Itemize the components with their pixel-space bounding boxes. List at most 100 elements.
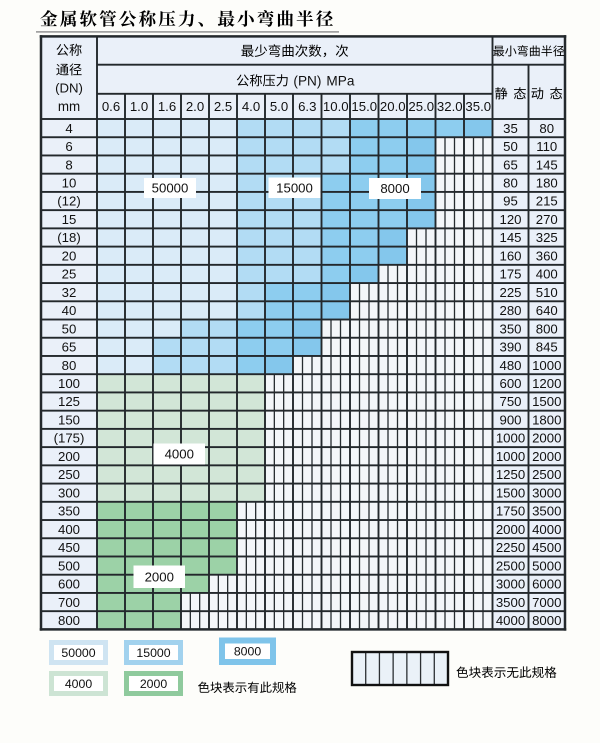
svg-text:200: 200 bbox=[58, 449, 80, 464]
svg-text:mm: mm bbox=[58, 99, 80, 114]
svg-text:1500: 1500 bbox=[496, 485, 525, 500]
svg-text:50: 50 bbox=[62, 321, 77, 336]
svg-text:80: 80 bbox=[539, 121, 554, 136]
svg-text:6: 6 bbox=[65, 139, 72, 154]
svg-text:800: 800 bbox=[536, 321, 558, 336]
svg-text:225: 225 bbox=[499, 285, 521, 300]
svg-text:(12): (12) bbox=[57, 194, 80, 209]
svg-text:15.0: 15.0 bbox=[351, 99, 377, 114]
svg-text:15000: 15000 bbox=[276, 180, 313, 195]
svg-text:4000: 4000 bbox=[496, 613, 525, 628]
svg-text:8000: 8000 bbox=[532, 613, 561, 628]
svg-text:4.0: 4.0 bbox=[242, 99, 260, 114]
svg-text:2000: 2000 bbox=[145, 569, 174, 584]
svg-text:(DN): (DN) bbox=[55, 81, 83, 96]
svg-text:65: 65 bbox=[503, 157, 518, 172]
svg-text:25: 25 bbox=[62, 267, 77, 282]
svg-text:2000: 2000 bbox=[140, 677, 168, 691]
svg-text:2.5: 2.5 bbox=[214, 99, 232, 114]
svg-text:150: 150 bbox=[58, 412, 80, 427]
svg-text:480: 480 bbox=[499, 358, 521, 373]
svg-text:450: 450 bbox=[58, 540, 80, 555]
svg-text:300: 300 bbox=[58, 485, 80, 500]
svg-text:350: 350 bbox=[499, 321, 521, 336]
svg-text:600: 600 bbox=[499, 376, 521, 391]
svg-text:145: 145 bbox=[536, 157, 558, 172]
svg-text:5000: 5000 bbox=[532, 558, 561, 573]
svg-text:10: 10 bbox=[62, 176, 77, 191]
svg-text:1000: 1000 bbox=[496, 449, 525, 464]
svg-text:4000: 4000 bbox=[65, 677, 93, 691]
svg-text:120: 120 bbox=[499, 212, 521, 227]
svg-text:400: 400 bbox=[536, 267, 558, 282]
svg-text:8000: 8000 bbox=[234, 645, 262, 659]
svg-text:280: 280 bbox=[499, 303, 521, 318]
svg-text:15: 15 bbox=[62, 212, 77, 227]
svg-text:800: 800 bbox=[58, 613, 80, 628]
svg-text:215: 215 bbox=[536, 194, 558, 209]
svg-text:100: 100 bbox=[58, 376, 80, 391]
svg-text:400: 400 bbox=[58, 522, 80, 537]
svg-text:1.0: 1.0 bbox=[130, 99, 148, 114]
svg-text:360: 360 bbox=[536, 248, 558, 263]
svg-text:1000: 1000 bbox=[496, 431, 525, 446]
svg-text:35.0: 35.0 bbox=[465, 99, 491, 114]
svg-text:65: 65 bbox=[62, 340, 77, 355]
svg-text:110: 110 bbox=[536, 139, 557, 154]
svg-text:175: 175 bbox=[499, 267, 521, 282]
svg-text:845: 845 bbox=[536, 340, 558, 355]
svg-text:6.3: 6.3 bbox=[298, 99, 316, 114]
svg-text:4: 4 bbox=[65, 121, 72, 136]
svg-text:50000: 50000 bbox=[152, 181, 189, 196]
svg-text:35: 35 bbox=[503, 121, 518, 136]
svg-text:7000: 7000 bbox=[532, 595, 561, 610]
svg-text:510: 510 bbox=[536, 285, 558, 300]
svg-text:15000: 15000 bbox=[136, 646, 170, 660]
svg-text:145: 145 bbox=[499, 230, 521, 245]
svg-text:50000: 50000 bbox=[61, 646, 95, 660]
svg-text:2.0: 2.0 bbox=[186, 99, 204, 114]
svg-text:125: 125 bbox=[58, 394, 80, 409]
svg-text:700: 700 bbox=[58, 595, 80, 610]
svg-text:32: 32 bbox=[62, 285, 77, 300]
svg-text:5.0: 5.0 bbox=[270, 99, 288, 114]
svg-text:160: 160 bbox=[499, 248, 521, 263]
svg-text:500: 500 bbox=[58, 558, 80, 573]
svg-text:1200: 1200 bbox=[532, 376, 561, 391]
svg-text:3000: 3000 bbox=[496, 577, 525, 592]
svg-text:MPa: MPa bbox=[326, 73, 354, 88]
svg-text:2000: 2000 bbox=[532, 431, 561, 446]
svg-text:6000: 6000 bbox=[532, 577, 561, 592]
svg-text:2500: 2500 bbox=[532, 467, 561, 482]
svg-text:2500: 2500 bbox=[496, 558, 525, 573]
svg-text:25.0: 25.0 bbox=[408, 99, 434, 114]
svg-text:3500: 3500 bbox=[532, 504, 561, 519]
svg-text:2000: 2000 bbox=[496, 522, 525, 537]
svg-text:600: 600 bbox=[58, 577, 80, 592]
svg-text:1000: 1000 bbox=[532, 358, 561, 373]
svg-text:40: 40 bbox=[62, 303, 77, 318]
svg-text:(PN): (PN) bbox=[293, 73, 321, 88]
svg-text:10.0: 10.0 bbox=[323, 99, 349, 114]
svg-text:80: 80 bbox=[503, 176, 518, 191]
svg-text:1750: 1750 bbox=[496, 504, 525, 519]
svg-text:325: 325 bbox=[536, 230, 558, 245]
svg-text:0.6: 0.6 bbox=[102, 99, 120, 114]
svg-text:80: 80 bbox=[62, 358, 77, 373]
svg-text:750: 750 bbox=[499, 394, 521, 409]
svg-text:(175): (175) bbox=[54, 431, 85, 446]
svg-text:4000: 4000 bbox=[532, 522, 561, 537]
svg-text:3000: 3000 bbox=[532, 485, 561, 500]
svg-text:2250: 2250 bbox=[496, 540, 525, 555]
svg-text:95: 95 bbox=[503, 194, 518, 209]
svg-text:20.0: 20.0 bbox=[380, 99, 406, 114]
svg-text:1800: 1800 bbox=[532, 412, 561, 427]
svg-text:270: 270 bbox=[536, 212, 558, 227]
svg-text:180: 180 bbox=[536, 176, 558, 191]
svg-text:390: 390 bbox=[499, 340, 521, 355]
svg-text:1.6: 1.6 bbox=[158, 99, 176, 114]
svg-text:50: 50 bbox=[503, 139, 518, 154]
svg-text:8: 8 bbox=[65, 157, 72, 172]
svg-text:4500: 4500 bbox=[532, 540, 561, 555]
svg-text:20: 20 bbox=[62, 248, 77, 263]
